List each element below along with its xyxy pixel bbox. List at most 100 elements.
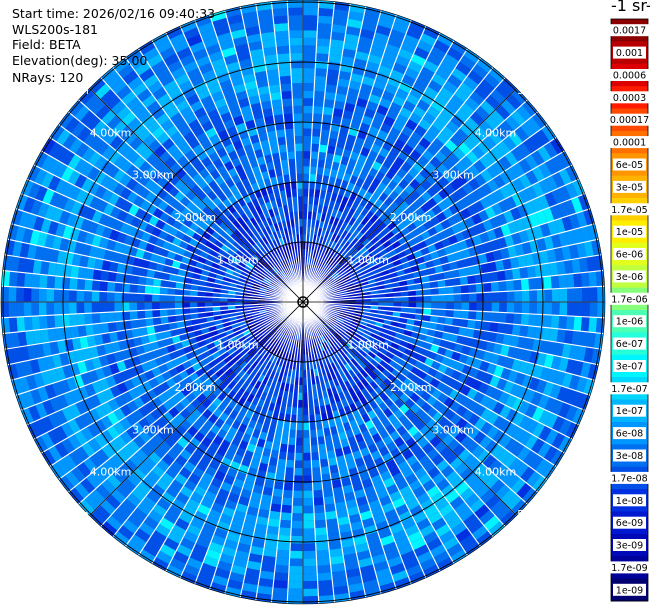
beta-cell — [474, 173, 487, 187]
beta-cell — [511, 397, 524, 412]
beta-cell — [321, 237, 328, 246]
beta-cell — [46, 275, 56, 289]
beta-cell — [588, 317, 598, 333]
beta-cell — [345, 283, 354, 288]
beta-cell — [467, 400, 480, 414]
beta-cell — [438, 302, 447, 310]
beta-cell — [85, 324, 95, 337]
beta-cell — [544, 302, 553, 316]
beta-cell — [303, 596, 319, 604]
beta-cell — [136, 293, 145, 302]
beta-cell — [500, 510, 517, 527]
beta-cell — [580, 316, 590, 332]
beta-cell — [529, 133, 544, 150]
beta-cell — [450, 475, 465, 490]
range-ring-label: 4.00km — [475, 126, 517, 139]
beta-cell — [360, 225, 369, 235]
beta-cell — [502, 452, 517, 469]
beta-cell — [391, 240, 402, 250]
beta-cell — [446, 253, 457, 263]
beta-cell — [442, 53, 460, 68]
beta-cell — [490, 145, 505, 160]
beta-cell — [297, 407, 303, 416]
beta-cell — [324, 246, 331, 255]
beta-cell — [478, 79, 495, 95]
beta-cell — [561, 215, 573, 232]
beta-cell — [391, 21, 409, 35]
beta-cell — [467, 69, 484, 85]
beta-cell — [467, 519, 484, 535]
beta-cell — [459, 122, 474, 137]
beta-cell — [384, 508, 399, 521]
beta-cell — [340, 273, 349, 280]
beta-cell — [383, 196, 394, 207]
beta-cell — [357, 503, 371, 514]
beta-cell — [328, 328, 336, 336]
beta-cell — [439, 255, 449, 265]
beta-cell — [453, 380, 465, 393]
beta-cell — [344, 223, 353, 233]
beta-cell — [333, 334, 341, 342]
beta-cell — [544, 158, 559, 176]
beta-cell — [327, 338, 335, 347]
beta-cell — [493, 463, 509, 479]
beta-cell — [376, 351, 386, 360]
beta-cell — [381, 343, 391, 352]
range-ring-label: 3.00km — [132, 423, 174, 436]
beta-cell — [370, 248, 379, 257]
beta-cell — [303, 15, 319, 24]
beta-cell — [46, 302, 55, 316]
beta-cell — [373, 376, 384, 387]
beta-cell — [452, 147, 466, 161]
beta-cell — [289, 558, 303, 567]
beta-cell — [504, 356, 515, 370]
beta-cell — [421, 149, 435, 162]
beta-cell — [581, 286, 590, 302]
beta-cell — [403, 557, 420, 570]
beta-cell — [471, 145, 485, 160]
beta-cell — [413, 143, 427, 156]
beta-cell — [559, 302, 568, 316]
beta-cell — [378, 212, 389, 222]
beta-cell — [321, 114, 333, 124]
beta-cell — [336, 341, 344, 349]
beta-cell — [325, 84, 338, 94]
beta-cell — [347, 340, 356, 348]
beta-cell — [556, 385, 569, 403]
beta-cell — [316, 557, 331, 566]
beta-cell — [440, 237, 452, 248]
beta-cell — [342, 109, 354, 120]
beta-cell — [434, 330, 444, 340]
beta-cell — [453, 302, 462, 311]
beta-cell — [423, 308, 432, 316]
beta-cell — [382, 239, 392, 249]
beta-cell — [394, 55, 411, 68]
beta-cell — [516, 104, 532, 122]
beta-cell — [476, 302, 485, 312]
beta-cell — [510, 441, 525, 458]
beta-cell — [350, 520, 364, 531]
beta-cell — [385, 244, 395, 253]
beta-cell — [370, 450, 382, 461]
beta-cell — [429, 543, 447, 558]
beta-cell — [384, 83, 399, 96]
beta-cell — [357, 153, 368, 165]
beta-cell — [483, 302, 492, 312]
beta-cell — [372, 227, 382, 237]
beta-cell — [536, 237, 547, 252]
beta-cell — [144, 302, 153, 311]
beta-cell — [493, 125, 509, 141]
beta-cell — [489, 499, 506, 516]
beta-cell — [472, 357, 483, 370]
beta-cell — [303, 0, 319, 8]
beta-cell — [361, 357, 371, 367]
beta-cell — [8, 286, 17, 302]
beta-cell — [362, 579, 380, 591]
beta-cell — [482, 135, 497, 150]
beta-cell — [295, 166, 303, 174]
beta-cell — [303, 498, 314, 506]
beta-cell — [322, 488, 334, 498]
beta-cell — [369, 46, 385, 58]
beta-cell — [595, 317, 605, 334]
beta-cell — [451, 67, 468, 83]
